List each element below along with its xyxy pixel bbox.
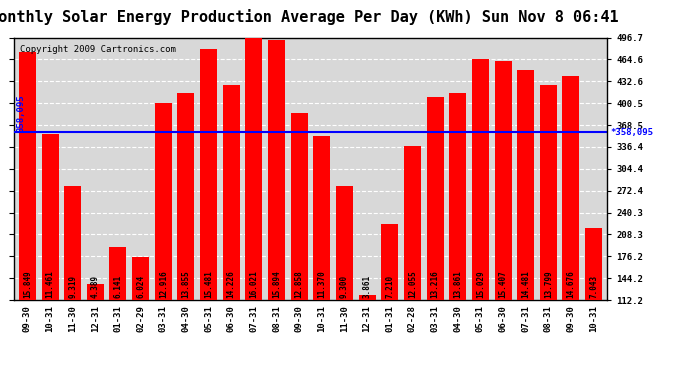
- Bar: [87, 284, 104, 375]
- Text: 11.461: 11.461: [46, 270, 55, 298]
- Bar: [110, 247, 126, 375]
- Bar: [382, 224, 398, 375]
- Text: 13.855: 13.855: [181, 270, 190, 298]
- Bar: [336, 186, 353, 375]
- Text: 16.021: 16.021: [249, 270, 258, 298]
- Bar: [359, 295, 375, 375]
- Bar: [472, 58, 489, 375]
- Text: *358,095: *358,095: [610, 128, 653, 136]
- Text: Copyright 2009 Cartronics.com: Copyright 2009 Cartronics.com: [20, 45, 176, 54]
- Bar: [155, 103, 172, 375]
- Bar: [200, 49, 217, 375]
- Text: 15.849: 15.849: [23, 270, 32, 298]
- Text: 358,095: 358,095: [17, 94, 26, 132]
- Bar: [19, 52, 36, 375]
- Text: 15.029: 15.029: [476, 270, 485, 298]
- Bar: [404, 146, 421, 375]
- Text: 14.226: 14.226: [227, 270, 236, 298]
- Bar: [246, 38, 262, 375]
- Text: 4.389: 4.389: [91, 275, 100, 298]
- Bar: [495, 61, 511, 375]
- Text: 13.861: 13.861: [453, 270, 462, 298]
- Text: Monthly Solar Energy Production Average Per Day (KWh) Sun Nov 8 06:41: Monthly Solar Energy Production Average …: [0, 9, 618, 26]
- Text: 15.894: 15.894: [272, 270, 281, 298]
- Bar: [41, 134, 59, 375]
- Bar: [540, 84, 557, 375]
- Text: 7.043: 7.043: [589, 275, 598, 298]
- Text: 12.055: 12.055: [408, 270, 417, 298]
- Bar: [585, 228, 602, 375]
- Bar: [562, 76, 580, 375]
- Text: 6.141: 6.141: [113, 275, 123, 298]
- Text: 15.407: 15.407: [498, 270, 508, 298]
- Text: 3.861: 3.861: [363, 275, 372, 298]
- Text: 9.319: 9.319: [68, 275, 77, 298]
- Text: 15.481: 15.481: [204, 270, 213, 298]
- Bar: [177, 93, 195, 375]
- Bar: [223, 85, 239, 375]
- Bar: [132, 257, 149, 375]
- Text: 13.799: 13.799: [544, 270, 553, 298]
- Bar: [449, 93, 466, 375]
- Bar: [313, 136, 331, 375]
- Bar: [518, 70, 534, 375]
- Text: 7.210: 7.210: [385, 275, 394, 298]
- Text: 9.300: 9.300: [340, 275, 349, 298]
- Text: 14.676: 14.676: [566, 270, 575, 298]
- Bar: [426, 97, 444, 375]
- Bar: [268, 40, 285, 375]
- Text: 14.481: 14.481: [521, 270, 530, 298]
- Bar: [290, 113, 308, 375]
- Bar: [64, 186, 81, 375]
- Text: 12.916: 12.916: [159, 270, 168, 298]
- Text: 12.858: 12.858: [295, 270, 304, 298]
- Text: 6.024: 6.024: [136, 275, 145, 298]
- Text: 11.370: 11.370: [317, 270, 326, 298]
- Text: 13.216: 13.216: [431, 270, 440, 298]
